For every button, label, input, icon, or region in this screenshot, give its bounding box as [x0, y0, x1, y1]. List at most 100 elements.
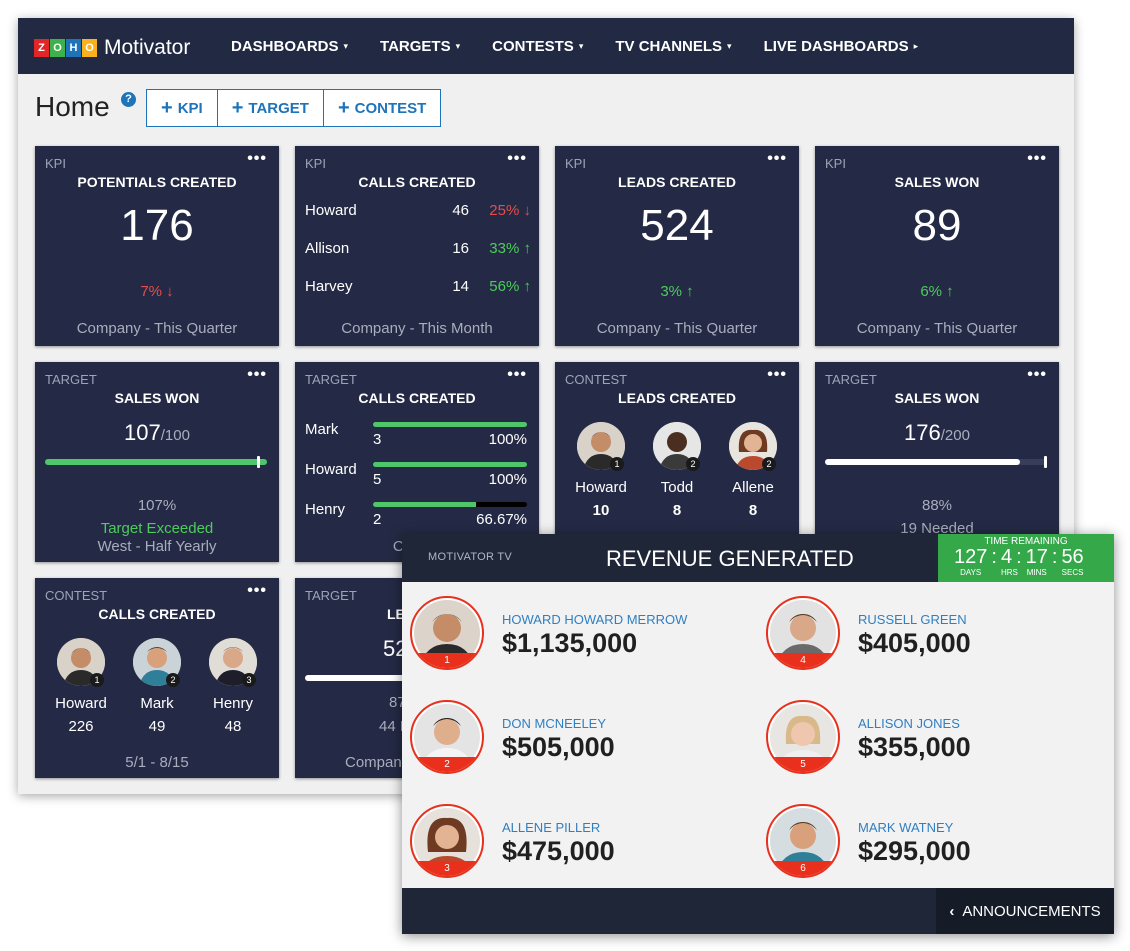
change-percent: 25% ↓ [469, 202, 531, 219]
card-title: CALLS CREATED [358, 174, 476, 190]
nav-dashboards[interactable]: DASHBOARDS ▾ [231, 38, 348, 55]
rank-badge: 2 [762, 457, 776, 471]
person-name: Mark [140, 695, 174, 712]
countdown-timer: TIME REMAINING 127 DAYS : 4 HRS : 17 MINS :… [938, 534, 1114, 582]
contest-card-calls[interactable]: CONTEST ••• CALLS CREATED 1 2 3 Howard M… [35, 578, 279, 778]
nav-tv-channels[interactable]: TV CHANNELS ▾ [615, 38, 731, 55]
card-title: SALES WON [114, 390, 200, 406]
button-label: KPI [177, 99, 203, 117]
timer-value: 17 [1025, 546, 1048, 568]
card-footer: West - Half Yearly [97, 538, 217, 555]
more-options-icon[interactable]: ••• [247, 366, 267, 383]
nav-contests[interactable]: CONTESTS ▾ [492, 38, 583, 55]
target-value: 107/100 [35, 420, 279, 446]
card-type: TARGET [45, 372, 97, 387]
avatar: 1 [410, 596, 484, 670]
achieved-value: 176 [904, 420, 941, 445]
nav-targets[interactable]: TARGETS ▾ [380, 38, 460, 55]
kpi-change: 6% ↑ [815, 283, 1059, 300]
more-options-icon[interactable]: ••• [767, 366, 787, 383]
add-kpi-button[interactable]: + KPI [147, 90, 218, 126]
list-item: Howard 5 100% [305, 461, 531, 501]
timer-value: 4 [1000, 546, 1013, 568]
card-type: KPI [565, 156, 586, 171]
pct-value: 33% [489, 240, 520, 257]
leaderboard-item[interactable]: 2 DON MCNEELEY $505,000 [402, 700, 702, 790]
card-footer: Company - This Quarter [856, 320, 1018, 337]
kpi-value: 176 [120, 201, 194, 250]
rank-badge: 3 [242, 673, 256, 687]
leader-amount: $355,000 [858, 732, 971, 762]
kpi-card-sales-won[interactable]: KPI ••• SALES WON 89 6% ↑ Company - This… [815, 146, 1059, 346]
leaderboard-item[interactable]: 5 ALLISON JONES $355,000 [758, 700, 1058, 790]
kpi-value: 89 [912, 201, 962, 250]
more-options-icon[interactable]: ••• [767, 150, 787, 167]
nav-live-dashboards[interactable]: LIVE DASHBOARDS ▸ [764, 38, 919, 55]
kpi-card-calls[interactable]: KPI ••• CALLS CREATED Howard 46 25% ↓ Al… [295, 146, 539, 346]
list-item: Henry 2 66.67% [305, 501, 531, 541]
card-title: CALLS CREATED [98, 606, 216, 622]
person-value: 10 [592, 502, 610, 519]
rank-badge: 1 [610, 457, 624, 471]
announcements-button[interactable]: ‹ ANNOUNCEMENTS [936, 888, 1114, 934]
change-percent: 56% ↑ [469, 278, 531, 295]
timer-separator: : [991, 546, 997, 568]
more-options-icon[interactable]: ••• [507, 366, 527, 383]
target-progress-bar [825, 456, 1047, 468]
kpi-card-potentials[interactable]: KPI ••• POTENTIALS CREATED 176 7% ↓ Comp… [35, 146, 279, 346]
rank-badge: 1 [90, 673, 104, 687]
timer-unit-label: SECS [1061, 568, 1084, 577]
more-options-icon[interactable]: ••• [247, 150, 267, 167]
leader-name: HOWARD HOWARD MERROW [502, 612, 688, 627]
leaderboard-item[interactable]: 6 MARK WATNEY $295,000 [758, 804, 1058, 894]
plus-icon: + [161, 97, 173, 119]
leader-amount: $405,000 [858, 628, 971, 658]
timer-seconds: 56 SECS [1061, 546, 1084, 577]
timer-days: 127 DAYS [954, 546, 987, 577]
leader-amount: $505,000 [502, 732, 615, 762]
progress-percent: 66.67% [476, 511, 527, 528]
kpi-card-leads[interactable]: KPI ••• LEADS CREATED 524 3% ↑ Company -… [555, 146, 799, 346]
leaderboard-item[interactable]: 4 RUSSELL GREEN $405,000 [758, 596, 1058, 686]
avatar: 3 [410, 804, 484, 878]
leader-name: ALLENE PILLER [502, 820, 601, 835]
leaderboard-item[interactable]: 1 HOWARD HOWARD MERROW $1,135,000 [402, 596, 702, 686]
help-icon[interactable]: ? [121, 92, 136, 107]
list-item: Harvey 14 56% ↑ [305, 278, 531, 295]
tv-channel-label: MOTIVATOR TV [428, 551, 513, 563]
progress-fill [373, 462, 527, 467]
progress-percent: 100% [488, 471, 527, 488]
leaderboard-item[interactable]: 3 ALLENE PILLER $475,000 [402, 804, 702, 894]
target-percent: 88% [921, 497, 953, 514]
person-name: Howard [305, 202, 357, 219]
card-type: TARGET [305, 372, 357, 387]
target-total: /100 [160, 427, 190, 444]
card-footer: Company - This Quarter [76, 320, 238, 337]
person-value: 8 [748, 502, 758, 519]
avatar: 2 [410, 700, 484, 774]
zoho-motivator-logo[interactable]: Z O H O Motivator [34, 36, 190, 60]
rank-badge: 1 [412, 653, 482, 668]
caret-down-icon: ▾ [455, 40, 461, 51]
leader-name: RUSSELL GREEN [858, 612, 967, 627]
progress-track [373, 462, 527, 467]
plus-icon: + [337, 97, 350, 119]
caret-down-icon: ▾ [578, 40, 584, 51]
more-options-icon[interactable]: ••• [247, 582, 267, 599]
add-target-button[interactable]: + TARGET [218, 90, 324, 126]
more-options-icon[interactable]: ••• [1027, 150, 1047, 167]
rank-badge: 4 [768, 653, 838, 668]
add-contest-button[interactable]: + CONTEST [324, 90, 440, 126]
progress-percent: 100% [488, 431, 527, 448]
more-options-icon[interactable]: ••• [1027, 366, 1047, 383]
list-item: Allison 16 33% ↑ [305, 240, 531, 257]
contest-card-leads[interactable]: CONTEST ••• LEADS CREATED 1 2 2 Howard T… [555, 362, 799, 562]
arrow-up-icon: ↑ [946, 283, 954, 300]
target-card-sales-won-2[interactable]: TARGET ••• SALES WON 176/200 88% 19 Need… [815, 362, 1059, 562]
target-card-calls[interactable]: TARGET ••• CALLS CREATED Mark 3 100% How… [295, 362, 539, 562]
more-options-icon[interactable]: ••• [507, 150, 527, 167]
caret-down-icon: ▾ [343, 40, 349, 51]
target-card-sales-won[interactable]: TARGET ••• SALES WON 107/100 107% Target… [35, 362, 279, 562]
timer-value: 56 [1061, 546, 1084, 568]
card-type: CONTEST [565, 372, 628, 387]
